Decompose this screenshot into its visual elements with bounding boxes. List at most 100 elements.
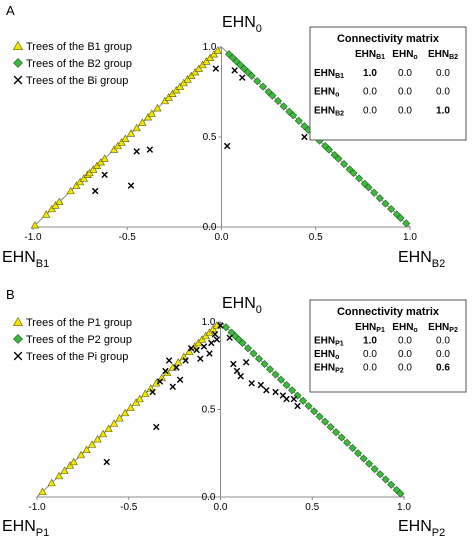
data-point — [315, 412, 324, 421]
data-point — [321, 417, 330, 426]
matrix-row-header: EHNP2 — [314, 363, 344, 375]
data-point — [387, 480, 396, 489]
data-point — [54, 471, 64, 480]
data-point — [91, 187, 99, 195]
data-point — [304, 401, 313, 411]
matrix-column-header: EHNB2 — [428, 49, 458, 61]
left-axis-label: EHNP1 — [2, 518, 49, 539]
data-point — [208, 339, 215, 347]
data-point — [248, 380, 255, 387]
data-point — [221, 323, 231, 332]
x-tick-label: 0.5 — [309, 232, 323, 243]
data-point — [113, 141, 122, 150]
matrix-row-header: EHNo — [314, 87, 339, 99]
data-point — [175, 82, 185, 90]
x-tick-label: 0.0 — [214, 502, 228, 513]
y-tick-label: 0.5 — [202, 405, 216, 416]
data-point — [283, 395, 290, 403]
data-point — [69, 457, 78, 466]
data-point — [282, 380, 291, 390]
data-point — [294, 402, 301, 410]
data-point — [157, 373, 166, 382]
data-point — [396, 213, 405, 223]
data-point — [42, 210, 51, 218]
data-point — [364, 183, 373, 192]
data-point — [381, 475, 390, 484]
x-tick-label: -0.5 — [120, 502, 138, 513]
data-point — [324, 145, 333, 154]
data-point — [172, 85, 181, 94]
data-point — [359, 454, 368, 463]
data-point — [274, 96, 283, 106]
data-point — [92, 161, 102, 169]
data-point — [263, 387, 270, 394]
data-point — [197, 355, 204, 362]
top-axis-label: EHN0 — [222, 295, 262, 316]
legend-label: Trees of the Bi group — [26, 75, 128, 87]
series-1 — [30, 46, 222, 229]
data-point — [266, 365, 275, 374]
x-tick-label: -0.5 — [119, 232, 137, 243]
matrix-column-header: EHNo — [392, 322, 417, 334]
data-point — [153, 423, 160, 431]
data-point — [109, 145, 119, 153]
data-point — [153, 103, 162, 112]
data-point — [164, 93, 173, 101]
matrix-column-header: EHNo — [392, 49, 417, 61]
data-point — [146, 146, 154, 153]
matrix-cell: 0.0 — [398, 87, 412, 98]
matrix-column-header: EHNP2 — [428, 322, 458, 334]
x-tick-label: -1.0 — [28, 502, 46, 513]
data-point — [93, 435, 102, 443]
data-point — [141, 389, 150, 397]
data-point — [365, 459, 374, 468]
data-point — [238, 338, 247, 348]
x-tick-label: 0.5 — [305, 502, 319, 513]
data-point — [160, 96, 170, 105]
matrix-cell: 0.0 — [363, 105, 377, 116]
matrix-cell: 0.0 — [398, 349, 412, 360]
data-point — [217, 322, 224, 329]
data-point — [340, 159, 349, 169]
series-1 — [38, 321, 221, 495]
data-point — [109, 419, 119, 427]
legend-marker — [12, 316, 24, 326]
data-point — [244, 344, 253, 353]
data-point — [223, 142, 231, 150]
legend-label: Trees of the B2 group — [26, 58, 132, 70]
data-point — [101, 171, 108, 179]
data-point — [211, 331, 219, 338]
series-2 — [225, 50, 411, 228]
data-point — [133, 148, 140, 155]
legend-marker — [13, 334, 23, 344]
top-axis-label: EHN0 — [222, 14, 262, 35]
data-point — [146, 384, 155, 392]
data-point — [332, 428, 341, 437]
data-point — [183, 75, 192, 83]
legend-marker — [13, 58, 23, 68]
data-point — [213, 336, 221, 343]
data-point — [326, 422, 335, 432]
data-point — [277, 375, 286, 384]
data-point — [198, 60, 207, 69]
matrix-row-header: EHNB1 — [314, 68, 344, 80]
data-point — [60, 466, 69, 474]
matrix-row-header: EHNB2 — [314, 105, 344, 117]
matrix-cell: 0.0 — [436, 336, 450, 347]
data-point — [120, 408, 130, 417]
series-2 — [221, 323, 405, 498]
data-point — [242, 359, 250, 366]
data-point — [343, 438, 352, 447]
right-axis-label: EHNB2 — [398, 249, 445, 270]
data-point — [98, 429, 108, 438]
data-point — [100, 154, 109, 162]
data-point — [237, 373, 244, 380]
x-tick-label: 1.0 — [397, 502, 411, 513]
data-point — [179, 78, 188, 87]
data-point — [117, 138, 126, 146]
data-point — [87, 440, 97, 448]
legend-marker — [13, 75, 23, 85]
data-point — [173, 364, 180, 371]
data-point — [156, 378, 164, 385]
